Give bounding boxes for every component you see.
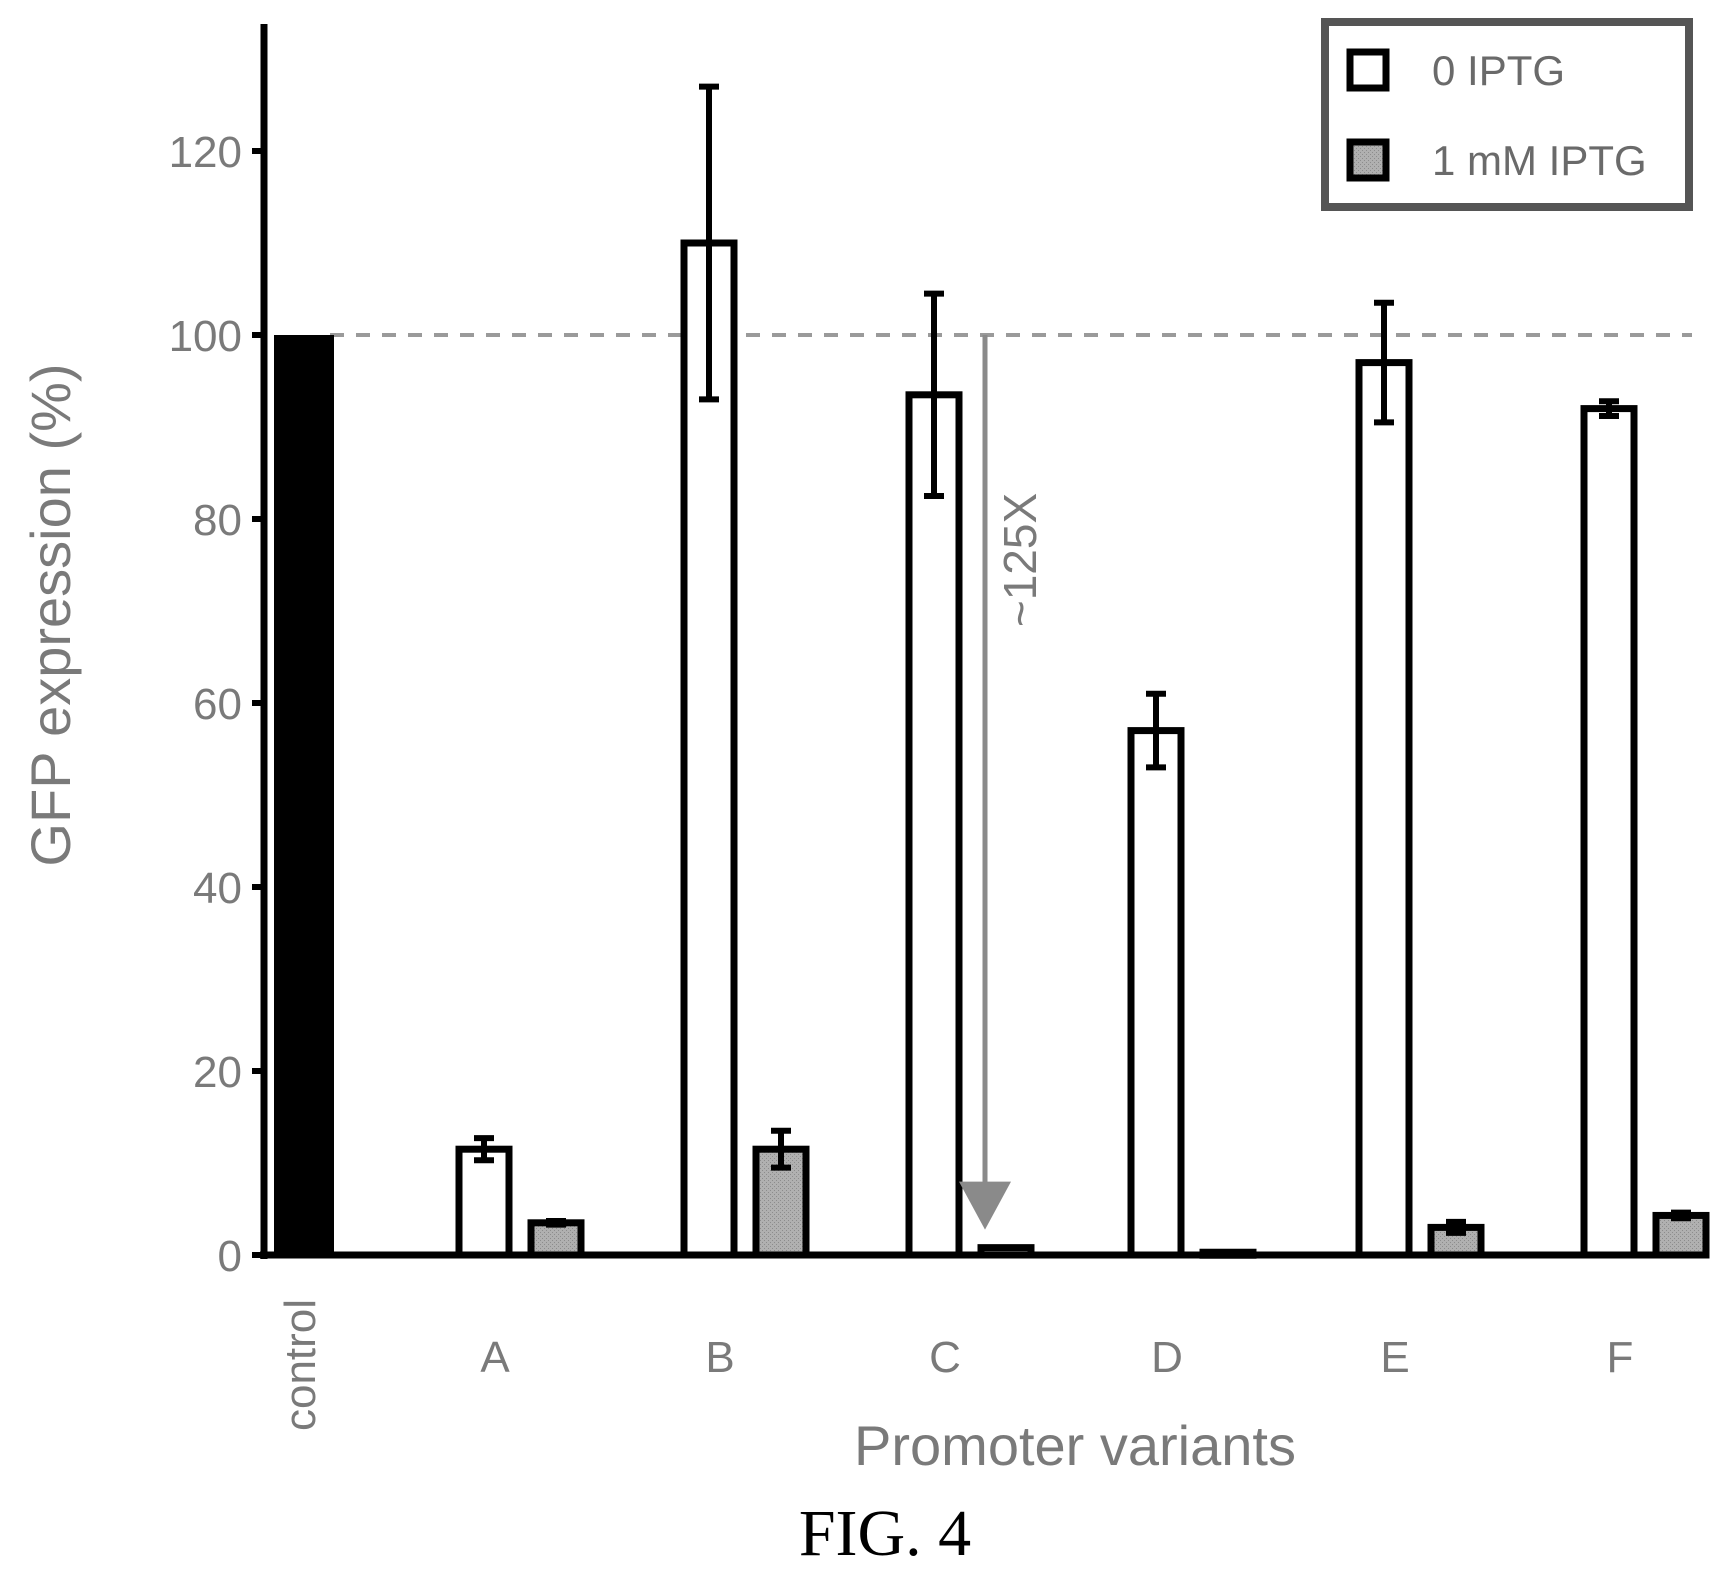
- y-tick-label-0: 0: [218, 1232, 242, 1281]
- bar-D-series-0: [1127, 727, 1185, 1259]
- bar-B-series-0: [680, 239, 738, 1259]
- bars-layer: [274, 83, 1710, 1259]
- bar-E-series-0: [1355, 359, 1413, 1259]
- x-tick-label-control: control: [276, 1299, 325, 1431]
- x-tick-label-F: F: [1607, 1333, 1634, 1382]
- x-tick-label-D: D: [1151, 1333, 1183, 1382]
- bar-A-series-0: [455, 1145, 513, 1259]
- fold-change-arrow-head: [959, 1181, 1011, 1230]
- x-tick-label-E: E: [1380, 1333, 1409, 1382]
- y-tick-label-80: 80: [193, 496, 242, 545]
- figure-caption: FIG. 4: [799, 1497, 971, 1570]
- bar-F-series-0: [1580, 405, 1638, 1259]
- legend-swatch-1mm-iptg: [1346, 138, 1390, 182]
- y-tick-label-20: 20: [193, 1048, 242, 1097]
- fold-change-annotation: ~125X: [994, 493, 1046, 627]
- y-tick-label-40: 40: [193, 864, 242, 913]
- x-axis-title: Promoter variants: [854, 1414, 1296, 1477]
- legend-label-0-iptg: 0 IPTG: [1432, 47, 1565, 94]
- legend-label-1mm-iptg: 1 mM IPTG: [1432, 137, 1647, 184]
- annotation-layer: ~125X: [959, 335, 1046, 1230]
- y-tick-label-120: 120: [169, 128, 242, 177]
- bar-C-series-0: [905, 391, 963, 1259]
- x-tick-label-B: B: [705, 1333, 734, 1382]
- legend: 0 IPTG 1 mM IPTG: [1321, 18, 1693, 211]
- bar-F-series-1: [1652, 1211, 1710, 1259]
- x-tick-label-A: A: [480, 1333, 510, 1382]
- y-axis-title: GFP expression (%): [19, 363, 82, 866]
- bar-A-series-1: [527, 1219, 585, 1259]
- legend-swatch-0-ipt: [1346, 48, 1390, 92]
- y-tick-label-100: 100: [169, 312, 242, 361]
- x-tick-label-C: C: [929, 1333, 961, 1382]
- axes-layer: control A B C D E F 0 20 40 60 80 100 120: [169, 24, 1692, 1431]
- bar-control: [274, 335, 334, 1255]
- y-tick-label-60: 60: [193, 680, 242, 729]
